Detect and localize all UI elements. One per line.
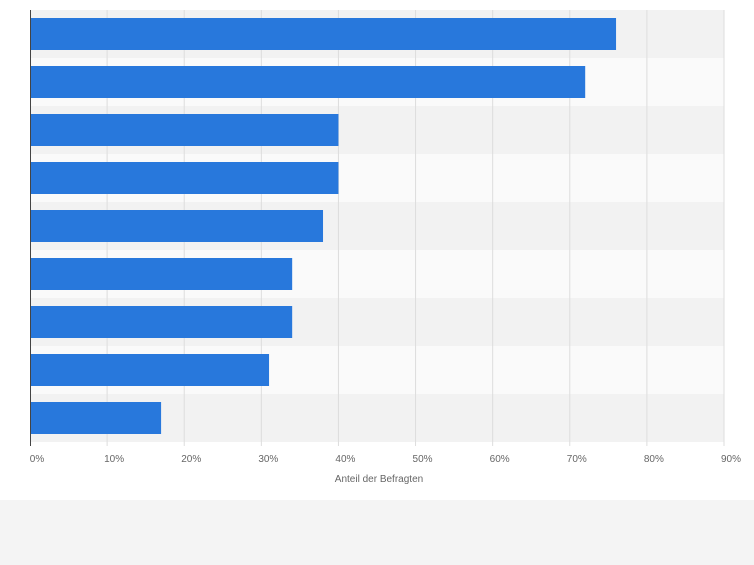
x-tick-label: 0% (30, 454, 45, 465)
x-tick-label: 70% (567, 454, 587, 465)
bar[interactable] (30, 210, 324, 242)
x-tick-label: 60% (490, 454, 510, 465)
bar[interactable] (30, 114, 339, 146)
bar[interactable] (30, 354, 270, 386)
x-tick-label: 20% (181, 454, 201, 465)
x-tick-label: 50% (413, 454, 433, 465)
x-tick-label: 10% (104, 454, 124, 465)
bar[interactable] (30, 402, 162, 434)
bar[interactable] (30, 258, 293, 290)
x-tick-label: 80% (644, 454, 664, 465)
bar[interactable] (30, 18, 617, 50)
x-tick-label: 90% (721, 454, 741, 465)
bars (30, 18, 617, 434)
bar[interactable] (30, 162, 339, 194)
x-tick-label: 30% (258, 454, 278, 465)
x-tick-label: 40% (335, 454, 355, 465)
bar[interactable] (30, 306, 293, 338)
x-tick-labels: 0% 10% 20% 30% 40% 50% 60% 70% 80% 90% (30, 454, 741, 465)
x-axis-title: Anteil der Befragten (335, 474, 423, 485)
bar[interactable] (30, 66, 586, 98)
